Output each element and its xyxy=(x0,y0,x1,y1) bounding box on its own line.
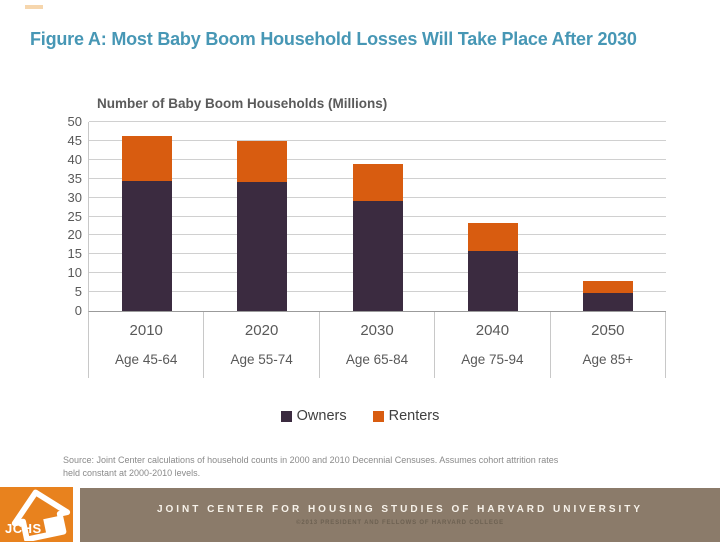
y-tick-label-25: 25 xyxy=(67,208,82,224)
x-category-2030: 2030 Age 65-84 xyxy=(320,312,436,378)
source-line-2: held constant at 2000-2010 levels. xyxy=(63,468,201,479)
x-year-label: 2020 xyxy=(244,322,279,339)
stacked-bar-2030 xyxy=(352,163,403,311)
bar-slot-2020 xyxy=(204,122,319,311)
legend-swatch-renters xyxy=(372,410,384,422)
bar-segment-renters-2010 xyxy=(121,136,172,181)
bar-segment-renters-2050 xyxy=(583,280,634,293)
bar-segment-renters-2040 xyxy=(467,223,518,251)
gridline-50 xyxy=(89,121,666,122)
y-tick-label-10: 10 xyxy=(67,265,82,281)
bar-segment-owners-2020 xyxy=(237,182,288,311)
bar-slot-2050 xyxy=(551,122,666,311)
stacked-bar-2020 xyxy=(237,140,288,311)
y-tick-label-15: 15 xyxy=(67,246,82,262)
y-tick-label-45: 45 xyxy=(67,132,82,148)
x-age-label: Age 65-84 xyxy=(345,352,409,367)
x-category-2020: 2020 Age 55-74 xyxy=(204,312,320,378)
y-axis: 0 5 10 15 20 25 30 35 40 45 50 xyxy=(50,114,82,318)
x-category-2040: 2040 Age 75-94 xyxy=(435,312,551,378)
house-icon xyxy=(11,489,71,541)
x-year-label: 2050 xyxy=(591,322,625,339)
bar-slot-2010 xyxy=(89,122,204,311)
y-tick-label-40: 40 xyxy=(67,151,82,167)
bar-slot-2030 xyxy=(320,122,435,311)
x-age-label: Age 45-64 xyxy=(115,352,178,367)
bar-segment-owners-2030 xyxy=(352,201,403,311)
x-category-2010: 2010 Age 45-64 xyxy=(89,312,205,378)
jchs-logo: JCHS xyxy=(0,487,73,542)
legend-label-owners: Owners xyxy=(296,408,347,424)
x-age-label: Age 55-74 xyxy=(230,352,293,367)
footer-copyright: ©2013 PRESIDENT AND FELLOWS OF HARVARD C… xyxy=(296,520,504,526)
x-year-label: 2010 xyxy=(129,322,163,339)
y-tick-label-5: 5 xyxy=(74,284,82,300)
legend-swatch-owners xyxy=(280,410,292,422)
jchs-logo-text: JCHS xyxy=(5,521,42,536)
gridline-45 xyxy=(89,139,666,141)
x-axis: 2010 Age 45-64 2020 Age 55-74 2030 Age 65-84 2… xyxy=(88,312,667,378)
y-tick-label-50: 50 xyxy=(67,114,82,129)
y-tick-label-20: 20 xyxy=(67,227,82,243)
bar-slot-2040 xyxy=(435,122,550,311)
stacked-bar-2010 xyxy=(121,136,172,311)
source-line-1: Source: Joint Center calculations of hou… xyxy=(63,455,559,465)
y-tick-label-0: 0 xyxy=(74,303,82,318)
x-category-2050: 2050 Age 85+ xyxy=(551,312,667,378)
x-year-label: 2040 xyxy=(475,322,510,339)
bar-segment-owners-2010 xyxy=(121,180,172,311)
footer-org-name: JOINT CENTER FOR HOUSING STUDIES OF HARV… xyxy=(156,504,644,515)
bar-segment-owners-2050 xyxy=(583,292,634,311)
plot-area xyxy=(88,121,666,312)
legend-label-renters: Renters xyxy=(388,408,440,424)
x-year-label: 2030 xyxy=(360,322,394,339)
footer-bar: JOINT CENTER FOR HOUSING STUDIES OF HARV… xyxy=(80,488,720,542)
stacked-bar-2050 xyxy=(583,280,634,311)
figure-title: Figure A: Most Baby Boom Household Losse… xyxy=(30,29,637,49)
bar-segment-owners-2040 xyxy=(467,250,518,311)
decorative-dash xyxy=(25,5,43,9)
source-note: Source: Joint Center calculations of hou… xyxy=(63,454,663,480)
chart-title: Number of Baby Boom Households (Millions… xyxy=(97,96,388,111)
bars-container xyxy=(89,122,666,311)
bar-segment-renters-2020 xyxy=(237,140,288,183)
legend: Owners Renters xyxy=(0,408,720,424)
legend-item-owners: Owners xyxy=(280,408,347,424)
x-age-label: Age 85+ xyxy=(582,352,634,367)
bar-segment-renters-2030 xyxy=(352,163,403,202)
y-tick-label-35: 35 xyxy=(67,170,82,186)
y-tick-label-30: 30 xyxy=(67,189,82,205)
gridline-40 xyxy=(89,158,666,160)
x-age-label: Age 75-94 xyxy=(461,352,524,367)
stacked-bar-2040 xyxy=(467,223,518,311)
legend-item-renters: Renters xyxy=(372,408,440,424)
